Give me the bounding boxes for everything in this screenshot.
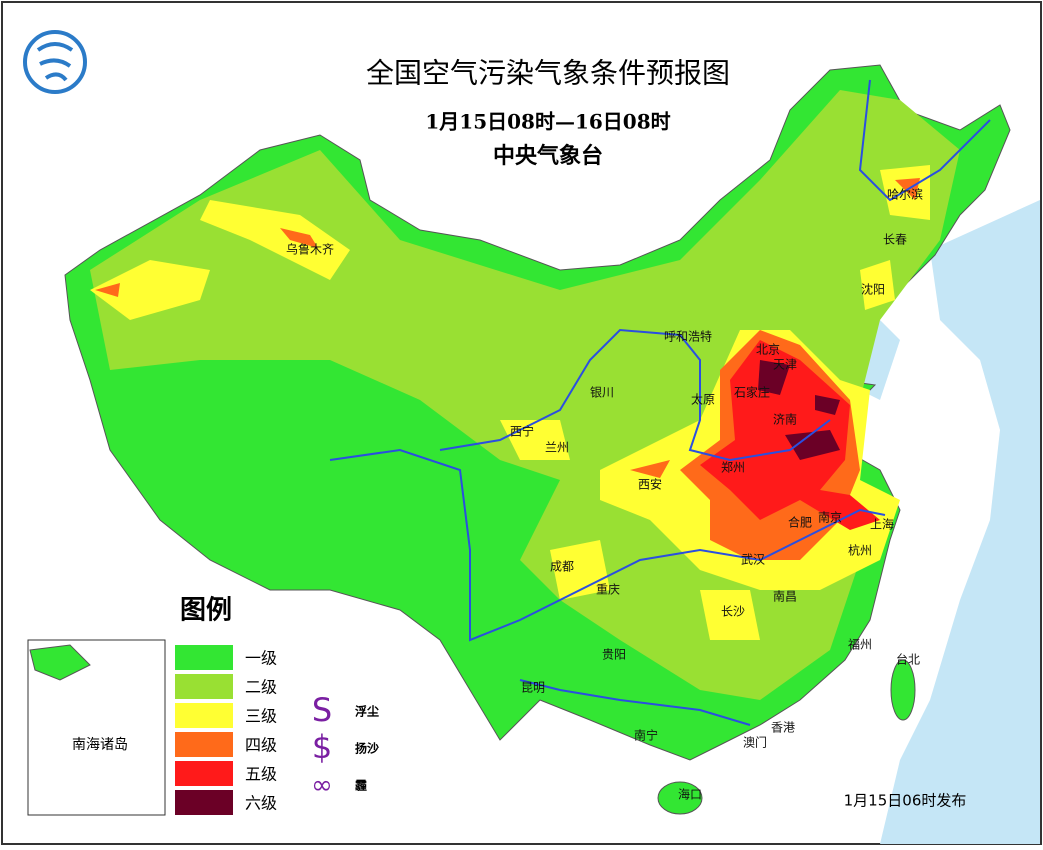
city-label: 澳门 [743,735,767,750]
city-label: 郑州 [721,460,745,475]
inset-land [29,644,91,681]
city-label: 南昌 [773,589,797,604]
legend-swatch [175,674,233,699]
legend-label: 四级 [245,736,277,755]
legend-label: 二级 [245,678,277,697]
issuer: 中央气象台 [493,143,603,169]
zone-level6 [758,360,840,460]
city-label: 太原 [691,392,715,407]
city-label: 兰州 [545,441,569,455]
city-label: 哈尔滨 [887,187,923,202]
symbol-glyph: S [312,691,332,729]
legend-label: 三级 [245,707,277,726]
sea [880,200,1040,844]
city-label: 西安 [638,477,662,492]
city-label: 香港 [771,721,795,735]
city-label: 呼和浩特 [664,329,712,344]
city-label: 济南 [773,412,797,427]
city-label: 长沙 [721,605,745,619]
legend-swatch [175,761,233,786]
symbol-label: 浮尘 [355,704,379,719]
logo-mark [36,42,74,82]
period: 1月15日08时—16日08时 [425,110,670,134]
legend-swatch [175,732,233,757]
symbol-glyph: ∞ [311,771,333,801]
city-label: 沈阳 [861,282,885,297]
city-label: 天津 [773,358,797,372]
symbol-label: 霾 [355,779,367,793]
issue-time: 1月15日06时发布 [844,792,967,810]
city-label: 合肥 [788,515,812,530]
city-label: 银川 [590,386,614,400]
city-label: 贵阳 [602,648,626,662]
city-label: 南京 [818,510,842,525]
city-label: 昆明 [521,681,545,695]
city-label: 武汉 [741,553,765,567]
city-label: 福州 [848,637,872,652]
symbol-glyph: $ [312,728,332,766]
legend-swatch [175,790,233,815]
legend-label: 六级 [245,794,277,813]
city-label: 海口 [678,787,702,802]
rivers [329,79,991,726]
legend-swatch [175,703,233,728]
city-label: 北京 [756,343,780,357]
city-label: 重庆 [596,583,620,597]
city-label: 南宁 [634,728,658,743]
city-label: 石家庄 [734,385,770,400]
city-label: 上海 [870,517,894,532]
city-label: 台北 [896,652,920,667]
taiwan [890,659,916,721]
legend-label: 五级 [245,765,277,784]
legend-label: 一级 [245,649,277,668]
city-label: 西宁 [510,424,534,439]
city-label: 长春 [883,233,907,247]
symbol-label: 扬沙 [355,741,379,756]
city-label: 成都 [550,560,574,574]
hainan [657,781,703,815]
legend-title: 图例 [180,596,232,626]
city-label: 乌鲁木齐 [286,242,334,257]
inset-label: 南海诸岛 [72,737,128,753]
city-label: 杭州 [848,543,872,558]
legend-swatch [175,645,233,670]
title: 全国空气污染气象条件预报图 [366,57,730,90]
